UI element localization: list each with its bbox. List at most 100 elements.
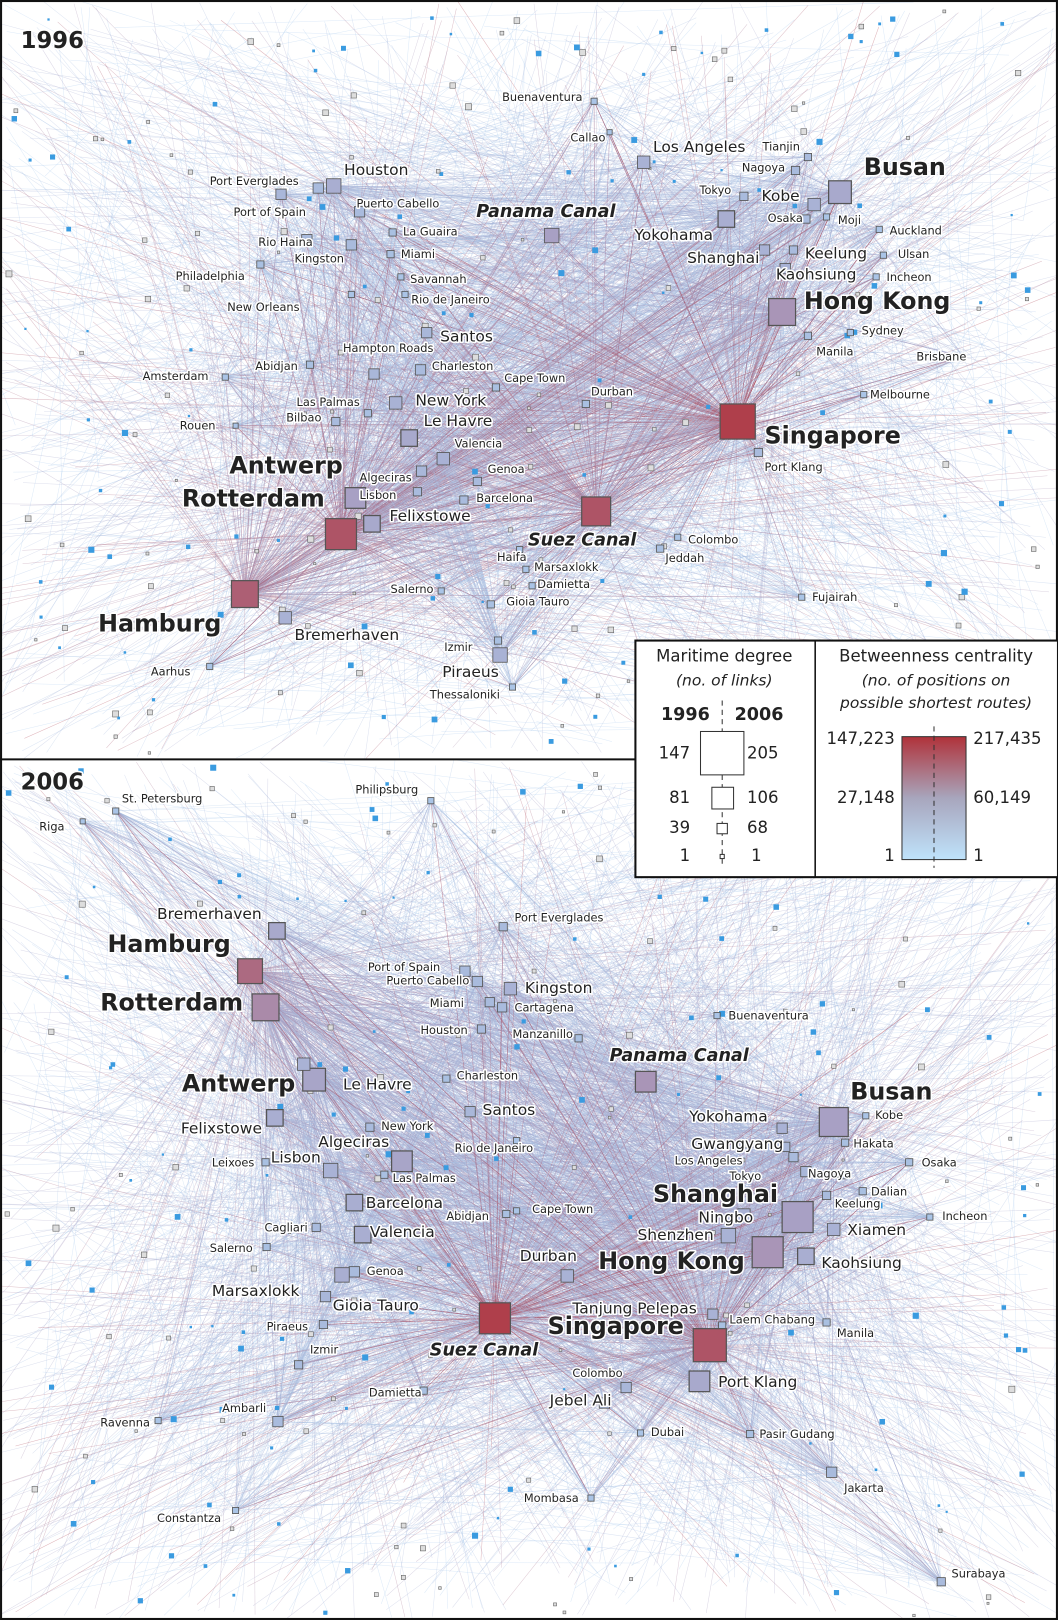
port: [769, 299, 796, 326]
minor-port: [350, 155, 354, 159]
port-label: Melbourne: [870, 388, 930, 402]
port-label: Lisbon: [360, 488, 397, 502]
minor-port: [796, 372, 800, 376]
minor-port: [184, 286, 189, 291]
port-label: Thessaloniki: [429, 687, 500, 701]
minor-port: [631, 137, 637, 143]
minor-port: [334, 235, 339, 240]
minor-port: [66, 227, 71, 232]
minor-port: [60, 543, 64, 547]
minor-port: [706, 405, 710, 409]
port-label: Auckland: [890, 223, 942, 237]
port-label: Aarhus: [151, 665, 191, 679]
port-label: Cape Town: [504, 371, 565, 385]
port-label: Bilbao: [286, 410, 321, 424]
port-label: Shanghai: [687, 249, 759, 267]
port: [847, 330, 853, 336]
port: [675, 534, 681, 540]
minor-port: [432, 717, 438, 723]
minor-port: [147, 710, 152, 715]
port: [387, 251, 394, 258]
minor-port: [512, 585, 516, 589]
port-label: Keelung: [805, 245, 867, 263]
port-label: Kobe: [761, 187, 799, 205]
port: [829, 181, 852, 204]
minor-port: [248, 39, 254, 45]
minor-port: [608, 627, 614, 633]
port-label: La Guaira: [403, 224, 458, 238]
minor-port: [926, 581, 932, 587]
minor-port: [281, 228, 287, 234]
port-label: Hong Kong: [804, 287, 951, 315]
minor-port: [598, 378, 602, 382]
port: [759, 245, 769, 255]
minor-port: [314, 563, 316, 565]
port-label: Algeciras: [360, 470, 412, 484]
minor-port: [14, 109, 18, 113]
minor-port: [330, 410, 333, 413]
minor-port: [430, 16, 434, 20]
port-label: Puerto Cabello: [356, 197, 439, 211]
minor-port: [165, 393, 170, 398]
minor-port: [816, 139, 822, 145]
minor-port: [765, 28, 769, 32]
minor-port: [500, 31, 504, 35]
link: [779, 506, 1015, 631]
link: [59, 298, 64, 681]
minor-port: [801, 129, 807, 135]
minor-port: [314, 69, 317, 72]
minor-port: [979, 301, 982, 304]
port: [791, 166, 799, 174]
minor-port: [566, 170, 570, 174]
port: [325, 519, 356, 550]
port: [222, 374, 228, 380]
minor-port: [99, 489, 102, 492]
minor-port: [860, 40, 863, 43]
port-label: Yokohama: [633, 226, 713, 244]
link: [113, 1562, 639, 1563]
port: [389, 229, 396, 236]
minor-port: [1000, 22, 1004, 26]
minor-port: [1011, 214, 1013, 216]
port: [231, 581, 258, 608]
minor-port: [278, 691, 282, 695]
port: [438, 588, 444, 594]
minor-port: [12, 116, 17, 121]
minor-port: [561, 724, 564, 727]
link: [206, 666, 210, 720]
port: [823, 214, 829, 220]
port: [257, 261, 264, 268]
port: [473, 477, 481, 485]
minor-port: [592, 247, 598, 253]
port: [804, 153, 811, 160]
port: [876, 226, 882, 232]
port-label: Houston: [344, 161, 408, 179]
minor-port: [357, 670, 363, 676]
minor-port: [481, 255, 485, 259]
port: [422, 328, 432, 338]
minor-port: [62, 626, 67, 631]
minor-port: [701, 52, 703, 54]
minor-port: [508, 528, 512, 532]
link: [738, 422, 998, 634]
minor-port: [24, 328, 26, 330]
port: [415, 365, 425, 375]
minor-port: [234, 534, 238, 538]
port-label: Panama Canal: [476, 202, 616, 222]
minor-port: [450, 83, 455, 88]
port-label: Manila: [816, 344, 853, 358]
minor-port: [728, 77, 733, 82]
port-label: Moji: [838, 213, 861, 227]
minor-port: [859, 24, 864, 29]
port: [207, 663, 213, 669]
minor-port: [894, 52, 899, 57]
port-label: Las Palmas: [297, 395, 360, 409]
minor-port: [528, 407, 531, 410]
port-label: Genoa: [488, 462, 525, 476]
minor-port: [122, 430, 128, 436]
minor-port: [308, 536, 314, 542]
minor-port: [757, 188, 761, 192]
port-label: Gioia Tauro: [506, 594, 569, 608]
port-label: Izmir: [444, 640, 473, 654]
minor-port: [277, 539, 280, 542]
